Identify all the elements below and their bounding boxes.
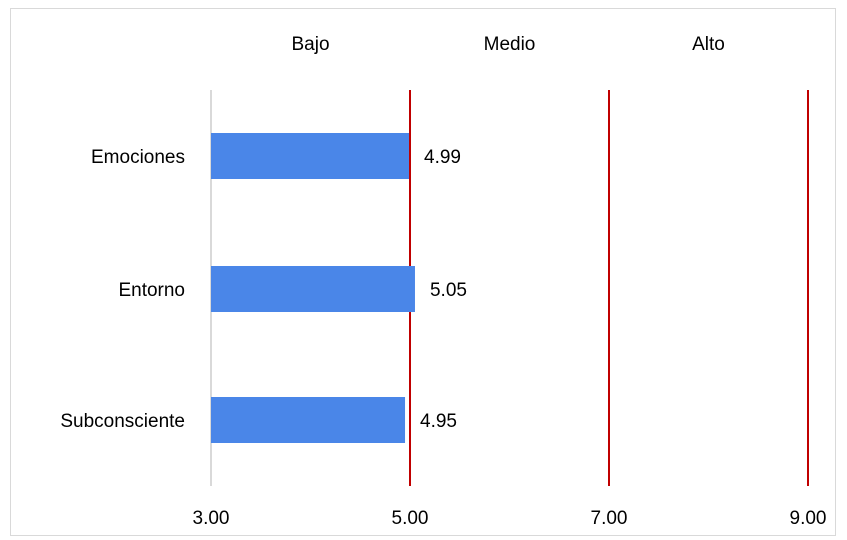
category-label: Emociones xyxy=(91,147,185,168)
band-label: Alto xyxy=(692,34,725,55)
bar xyxy=(211,397,406,443)
band-labels: Bajo Medio Alto xyxy=(291,34,724,55)
x-tick-label: 7.00 xyxy=(591,508,628,529)
value-label: 4.95 xyxy=(420,411,457,432)
x-tick-label: 5.00 xyxy=(392,508,429,529)
x-tick-label: 3.00 xyxy=(193,508,230,529)
bar xyxy=(211,266,415,312)
value-labels: 4.99 5.05 4.95 xyxy=(420,147,467,432)
category-labels: Emociones Entorno Subconsciente xyxy=(60,147,185,432)
band-label: Medio xyxy=(484,34,536,55)
value-label: 5.05 xyxy=(430,280,467,301)
reference-lines xyxy=(409,90,809,486)
bars xyxy=(211,133,415,443)
x-tick-labels: 3.00 5.00 7.00 9.00 xyxy=(193,508,827,529)
category-label: Subconsciente xyxy=(60,411,185,432)
chart-frame xyxy=(10,8,836,536)
value-label: 4.99 xyxy=(424,147,461,168)
x-tick-label: 9.00 xyxy=(790,508,827,529)
category-label: Entorno xyxy=(118,280,185,301)
band-label: Bajo xyxy=(291,34,329,55)
bar xyxy=(211,133,410,179)
